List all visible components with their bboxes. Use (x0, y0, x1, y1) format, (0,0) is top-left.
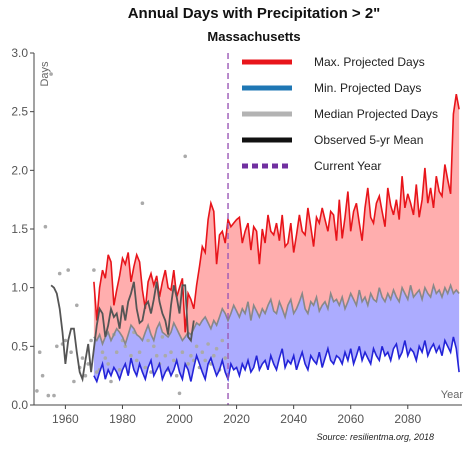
observed-point (146, 338, 150, 343)
observed-point (57, 271, 62, 276)
observed-point (212, 353, 216, 358)
x-axis-label: Year (441, 389, 464, 401)
observed-point (149, 370, 153, 374)
observed-point (52, 393, 56, 398)
observed-point (154, 353, 159, 358)
observed-point (137, 350, 142, 355)
max-projected-line (93, 93, 460, 333)
chart-title: Annual Days with Precipitation > 2" (128, 5, 381, 22)
observed-point (186, 362, 190, 366)
median-projected-line (93, 282, 460, 347)
y-tick-label: 2.5 (11, 105, 28, 119)
y-tick-label: 1.0 (11, 281, 28, 295)
observed-point (152, 344, 156, 349)
observed-point (117, 368, 122, 372)
observed-point (37, 350, 42, 355)
observed-point (183, 154, 187, 159)
observed-point (180, 350, 185, 355)
x-ticks: 1960 1980 2000 2020 2040 2060 2080 (52, 405, 421, 426)
observed-point (43, 224, 48, 229)
observed-point (140, 201, 145, 205)
legend-label-observed: Observed 5-yr Mean (314, 133, 423, 147)
x-tick-label: 2080 (394, 412, 421, 426)
observed-point (106, 362, 110, 366)
observed-point (69, 350, 73, 355)
x-tick-label: 2060 (337, 412, 364, 426)
observed-point (46, 393, 51, 398)
legend-label-median: Median Projected Days (314, 107, 438, 121)
observed-point (172, 358, 176, 363)
x-tick-label: 2000 (166, 412, 193, 426)
observed-point (177, 391, 182, 396)
observed-mean-line (50, 281, 195, 383)
x-tick-label: 1980 (109, 412, 136, 426)
source-note: Source: resilientma.org, 2018 (316, 432, 434, 442)
legend-label-current: Current Year (314, 159, 381, 173)
observed-point (114, 350, 119, 355)
plot-area (35, 53, 460, 405)
observed-point (72, 379, 76, 384)
observed-point (49, 72, 53, 76)
observed-point (109, 379, 113, 384)
observed-point (35, 389, 39, 393)
observed-point (160, 335, 165, 339)
x-tick-label: 2020 (223, 412, 250, 426)
min-projected-line (93, 336, 460, 384)
observed-point (103, 356, 108, 360)
x-tick-label: 1960 (52, 412, 79, 426)
y-tick-label: 0.5 (11, 339, 28, 353)
observed-point (200, 350, 205, 355)
observed-point (55, 344, 59, 349)
observed-point (214, 346, 219, 351)
y-tick-label: 3.0 (11, 46, 28, 60)
legend-label-min: Min. Projected Days (314, 81, 421, 95)
observed-point (203, 358, 207, 363)
observed-point (100, 350, 105, 355)
observed-point (143, 365, 148, 370)
observed-point (80, 356, 85, 360)
observed-point (75, 303, 79, 308)
y-tick-label: 1.5 (11, 222, 28, 236)
x-tick-label: 2040 (280, 412, 307, 426)
y-ticks: 0.0 0.5 1.0 1.5 2.0 2.5 3.0 (11, 46, 34, 412)
observed-point (123, 344, 128, 349)
observed-point (163, 353, 168, 358)
max-median-band (93, 94, 460, 344)
observed-point (194, 344, 199, 349)
observed-point (189, 353, 193, 358)
legend-label-max: Max. Projected Days (314, 55, 425, 69)
observed-point (169, 350, 173, 355)
observed-point (83, 373, 88, 378)
y-tick-label: 2.0 (11, 163, 28, 177)
observed-point (86, 362, 90, 366)
legend: Max. Projected Days Min. Projected Days Me… (242, 55, 438, 173)
observed-point (134, 358, 139, 363)
y-tick-label: 0.0 (11, 398, 28, 412)
observed-point (174, 373, 179, 378)
observed-point (129, 353, 133, 358)
observed-point (220, 338, 225, 343)
observed-point (63, 338, 68, 343)
observed-point (92, 268, 96, 272)
y-axis-label: Days (39, 61, 51, 87)
observed-point (95, 370, 99, 374)
observed-point (66, 268, 70, 272)
observed-point (40, 373, 45, 378)
chart-subtitle: Massachusetts (207, 29, 300, 44)
observed-point (206, 342, 210, 346)
observed-point (89, 338, 93, 343)
observed-point (223, 356, 227, 360)
